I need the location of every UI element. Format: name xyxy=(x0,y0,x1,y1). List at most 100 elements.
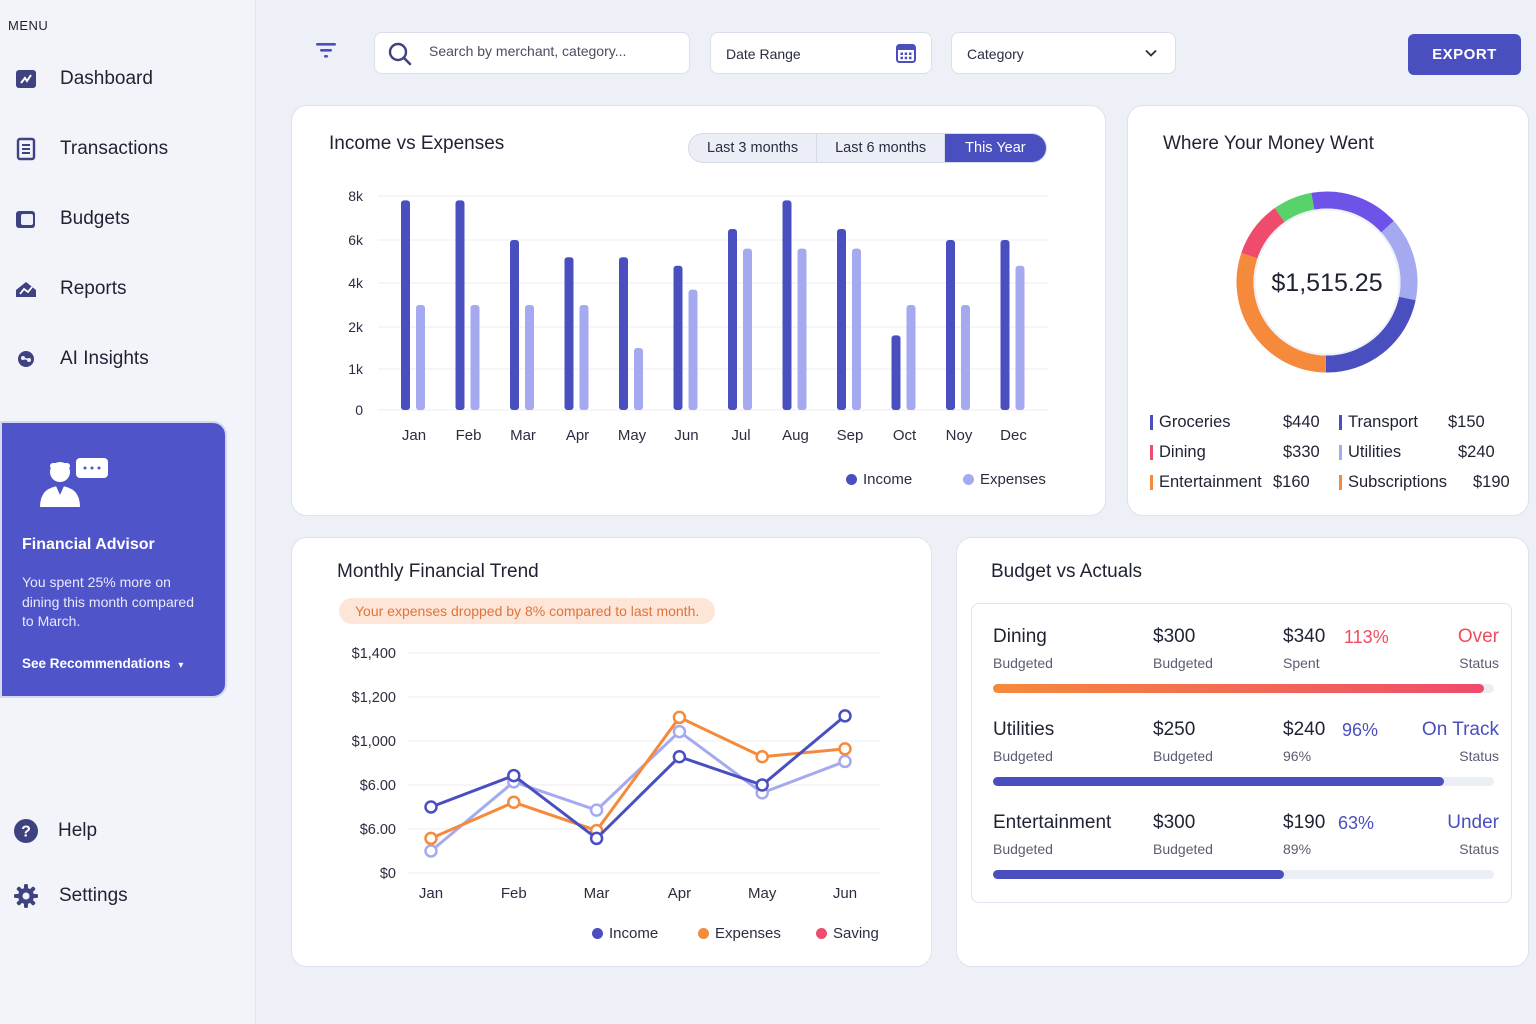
legend-category: Subscriptions xyxy=(1348,473,1448,491)
sidebar-item-reports[interactable]: Reports xyxy=(12,269,232,309)
sidebar-item-label: Dashboard xyxy=(60,68,153,89)
expenses-bar xyxy=(797,248,807,410)
y-tick-label: $6.00 xyxy=(360,822,396,838)
search-input[interactable] xyxy=(429,43,679,59)
y-tick-label: $6.00 xyxy=(360,778,396,794)
x-tick-label: Mar xyxy=(584,885,610,902)
x-tick-label: Sep xyxy=(837,427,864,444)
wallet-icon xyxy=(12,205,40,233)
expenses-point xyxy=(672,710,687,725)
donut-total: $1,515.25 xyxy=(1271,269,1382,297)
actual-amount: $340 xyxy=(1283,626,1326,647)
x-tick-label: Feb xyxy=(456,427,482,444)
income-bar xyxy=(837,229,846,410)
budget-category: Dining xyxy=(993,626,1047,647)
sidebar-item-help[interactable]: ? Help xyxy=(12,811,232,851)
filter-icon[interactable] xyxy=(314,40,338,65)
search-box[interactable] xyxy=(374,32,690,74)
money-went-card: Where Your Money Went $1,515.25 Grocerie… xyxy=(1127,105,1529,516)
income-expenses-bar-chart: 0 1k 2k 4k 6k 8k Jan Feb Mar Apr May Jun Jul Aug Sep Oc… xyxy=(348,188,1048,444)
saving-point xyxy=(424,844,438,858)
legend-category: Transport xyxy=(1348,413,1418,431)
income-bar xyxy=(946,240,955,410)
see-recommendations-label: See Recommendations xyxy=(22,656,171,671)
budget-progress-track xyxy=(993,870,1494,879)
x-tick-label: Feb xyxy=(501,885,527,902)
legend-income-label: Income xyxy=(863,471,913,488)
sidebar-item-dashboard[interactable]: Dashboard xyxy=(12,59,232,99)
saving-line xyxy=(430,729,846,853)
legend-color-bar xyxy=(1150,445,1153,460)
budget-category: Entertainment xyxy=(993,812,1112,833)
x-tick-label: May xyxy=(618,427,647,444)
donut-legend-item: Subscriptions xyxy=(1339,473,1447,492)
trend-card: Monthly Financial Trend Your expenses dr… xyxy=(291,537,932,967)
help-icon: ? xyxy=(12,817,40,845)
x-tick-label: Aug xyxy=(782,427,809,444)
expenses-bar xyxy=(688,289,698,410)
budget-progress-fill xyxy=(993,777,1444,786)
legend-category: Dining xyxy=(1159,443,1206,461)
export-button[interactable]: EXPORT xyxy=(1408,34,1521,75)
legend-income: Income xyxy=(846,471,912,488)
category-select[interactable]: Category xyxy=(951,32,1176,74)
saving-point xyxy=(589,803,604,817)
actual-amount-sub: Spent xyxy=(1283,655,1320,671)
donut-legend-item: Dining xyxy=(1150,443,1206,462)
expenses-bar xyxy=(416,305,425,410)
donut-slice xyxy=(1381,220,1418,301)
sidebar-item-label: Budgets xyxy=(60,208,130,229)
legend-category: Utilities xyxy=(1348,443,1402,461)
budget-progress-track xyxy=(993,777,1494,786)
advisor-title: Financial Advisor xyxy=(22,536,155,553)
budget-table: Dining Budgeted $300 Budgeted $340 Spent… xyxy=(971,603,1512,903)
sidebar-item-ai-insights[interactable]: AI Insights xyxy=(12,339,232,379)
tab-last-3-months[interactable]: Last 3 months xyxy=(689,134,818,162)
legend-color-bar xyxy=(1339,445,1342,460)
expenses-point xyxy=(424,831,438,846)
sidebar-item-budgets[interactable]: Budgets xyxy=(12,199,232,239)
income-point xyxy=(672,749,687,764)
budget-progress-fill xyxy=(993,684,1484,693)
sidebar-item-label: AI Insights xyxy=(60,348,149,369)
donut-slice xyxy=(1311,191,1394,233)
income-bar xyxy=(673,265,683,410)
budget-category-sub: Budgeted xyxy=(993,841,1053,857)
budget-amount-sub: Budgeted xyxy=(1153,748,1213,764)
expenses-line xyxy=(430,715,846,840)
brain-icon xyxy=(12,345,40,373)
date-range-label: Date Range xyxy=(726,46,801,62)
gear-icon xyxy=(12,882,40,910)
legend-amount: $330 xyxy=(1283,443,1320,461)
expenses-bar xyxy=(525,305,534,410)
donut-slice xyxy=(1325,296,1416,373)
tab-this-year[interactable]: This Year xyxy=(945,134,1046,162)
budget-amount: $300 xyxy=(1153,812,1196,833)
date-range-picker[interactable]: Date Range xyxy=(710,32,932,74)
budget-row-utilities: Utilities Budgeted $250 Budgeted $240 96… xyxy=(972,719,1513,809)
income-bar xyxy=(401,200,410,410)
income-bar xyxy=(510,240,519,410)
x-tick-label: Apr xyxy=(668,885,691,902)
actual-amount: $190 xyxy=(1283,812,1326,833)
legend-saving-label: Saving xyxy=(833,925,879,942)
income-point xyxy=(507,768,521,783)
expenses-bar xyxy=(1015,265,1025,410)
legend-amount: $190 xyxy=(1473,473,1510,491)
list-icon xyxy=(12,135,40,163)
see-recommendations-link[interactable]: See Recommendations ▾ xyxy=(22,656,183,671)
budget-status-sub: Status xyxy=(1459,748,1499,764)
budget-row-entertainment: Entertainment Budgeted $300 Budgeted $19… xyxy=(972,812,1513,902)
income-bar xyxy=(619,257,628,410)
legend-expenses-label: Expenses xyxy=(980,471,1046,488)
tab-last-6-months[interactable]: Last 6 months xyxy=(817,134,946,162)
legend-income-swatch xyxy=(592,928,603,939)
income-bar xyxy=(782,200,792,410)
expenses-bar xyxy=(961,305,970,410)
legend-income: Income xyxy=(592,925,658,942)
legend-amount: $240 xyxy=(1458,443,1495,461)
budget-card: Budget vs Actuals Dining Budgeted $300 B… xyxy=(956,537,1529,967)
sidebar-item-transactions[interactable]: Transactions xyxy=(12,129,232,169)
x-tick-label: Jun xyxy=(833,885,857,902)
sidebar-item-settings[interactable]: Settings xyxy=(12,876,232,916)
